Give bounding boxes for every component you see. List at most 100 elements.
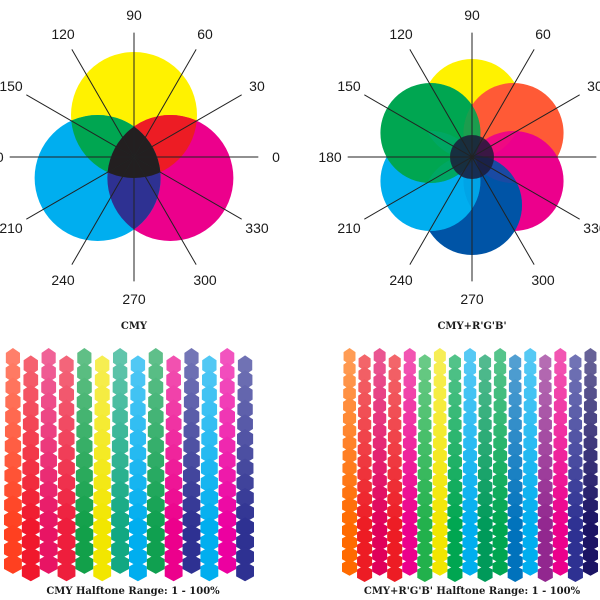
halftone-dot	[22, 443, 40, 464]
halftone-dot	[59, 355, 74, 376]
halftone-dot	[492, 534, 508, 551]
halftone-dot	[402, 546, 418, 564]
halftone-dot	[23, 355, 38, 376]
halftone-dot	[165, 429, 182, 449]
angle-line-30	[133, 94, 242, 158]
halftone-dot	[23, 399, 39, 420]
halftone-dot	[129, 487, 147, 508]
halftone-dot	[433, 372, 447, 390]
angle-line-210	[364, 156, 473, 220]
angle-label-300: 300	[193, 272, 217, 288]
halftone-dot	[112, 377, 128, 398]
halftone-dot	[508, 379, 522, 396]
halftone-dot	[95, 355, 110, 376]
halftone-dot	[584, 385, 597, 402]
halftone-dot	[509, 354, 522, 371]
halftone-dot	[4, 421, 21, 442]
halftone-dot	[41, 362, 56, 383]
halftone-dot	[342, 459, 357, 477]
halftone-dot	[166, 370, 181, 390]
halftone-dot	[357, 552, 373, 570]
halftone-dot	[201, 399, 218, 420]
angle-label-270: 270	[460, 291, 484, 307]
halftone-dot	[166, 355, 181, 376]
halftone-dot	[112, 421, 129, 442]
halftone-dot	[417, 478, 433, 496]
halftone-dot	[76, 377, 92, 398]
halftone-dot	[129, 561, 147, 582]
halftone-dot	[568, 490, 583, 508]
angle-label-270: 270	[122, 291, 146, 307]
halftone-dot	[523, 422, 537, 440]
halftone-dot	[388, 403, 402, 421]
halftone-dot	[236, 502, 254, 523]
halftone-dot	[200, 487, 219, 508]
angle-label-210: 210	[0, 220, 23, 236]
halftone-dot	[357, 565, 373, 582]
halftone-dot	[463, 397, 477, 415]
halftone-dot	[553, 397, 567, 415]
halftone-dot	[200, 502, 219, 523]
halftone-dot	[372, 447, 387, 464]
halftone-dot	[524, 372, 537, 390]
halftone-dot	[342, 484, 357, 502]
halftone-dot	[539, 366, 552, 384]
halftone-dot	[402, 484, 418, 502]
angle-label-90: 90	[126, 7, 142, 23]
halftone-dot	[93, 561, 112, 582]
halftone-dot	[584, 372, 597, 390]
halftone-dot	[201, 414, 218, 434]
halftone-dot	[76, 421, 93, 442]
angle-label-120: 120	[51, 26, 75, 42]
cmy-halftone-swatch	[4, 348, 254, 582]
halftone-dot	[129, 546, 147, 567]
angle-label-330: 330	[583, 220, 600, 236]
halftone-dot	[237, 370, 253, 390]
halftone-dot	[387, 453, 402, 471]
halftone-dot	[448, 354, 461, 371]
halftone-dot	[523, 459, 538, 477]
halftone-dot	[432, 497, 448, 514]
halftone-dot	[201, 384, 217, 405]
halftone-dot	[537, 515, 553, 533]
angle-label-0: 0	[272, 149, 280, 165]
halftone-dot	[537, 565, 553, 582]
halftone-dot	[462, 546, 478, 564]
halftone-dot	[372, 484, 387, 502]
halftone-dot	[200, 546, 219, 567]
halftone-dot	[538, 478, 553, 496]
halftone-dot	[584, 360, 597, 377]
halftone-dot	[342, 559, 358, 576]
halftone-dot	[5, 392, 21, 412]
halftone-dot	[94, 414, 111, 434]
halftone-dot	[357, 466, 372, 483]
halftone-dot	[129, 429, 146, 449]
halftone-dot	[583, 410, 598, 427]
halftone-dot	[236, 561, 254, 582]
halftone-dot	[478, 428, 492, 446]
halftone-dot	[477, 466, 493, 483]
halftone-dot	[184, 362, 199, 383]
halftone-dot	[402, 434, 417, 452]
halftone-dot	[147, 406, 164, 427]
halftone-dot	[418, 428, 432, 446]
angle-line-30	[471, 94, 580, 158]
halftone-dot	[479, 354, 492, 371]
halftone-dot	[463, 422, 477, 440]
halftone-dot	[21, 532, 40, 552]
halftone-dot	[41, 392, 57, 412]
halftone-dot	[342, 534, 358, 551]
halftone-dot	[478, 391, 492, 409]
halftone-dot	[477, 552, 493, 570]
halftone-dot	[22, 473, 40, 493]
halftone-dot	[418, 403, 432, 421]
halftone-dot	[432, 447, 447, 464]
angle-label-60: 60	[197, 26, 213, 42]
halftone-dot	[219, 406, 236, 427]
halftone-dot	[129, 443, 147, 464]
halftone-dot	[236, 546, 254, 567]
angle-label-90: 90	[464, 7, 480, 23]
halftone-dot	[448, 391, 462, 409]
angle-label-60: 60	[535, 26, 551, 42]
halftone-dot	[357, 416, 372, 433]
